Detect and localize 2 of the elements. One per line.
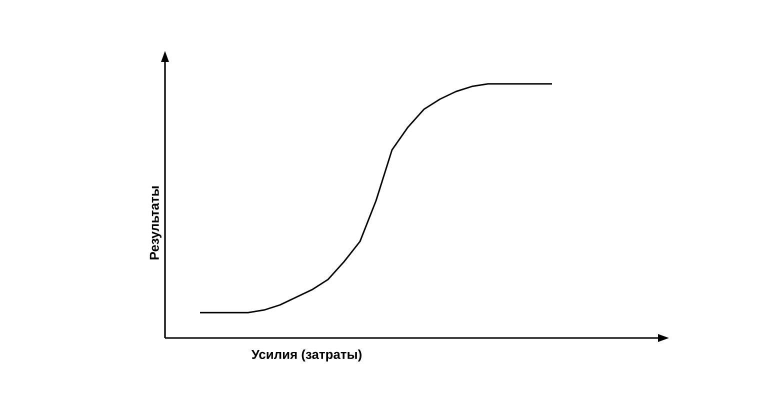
x-axis-title: Усилия (затраты): [251, 349, 362, 362]
y-axis-title: Результаты: [150, 186, 162, 260]
